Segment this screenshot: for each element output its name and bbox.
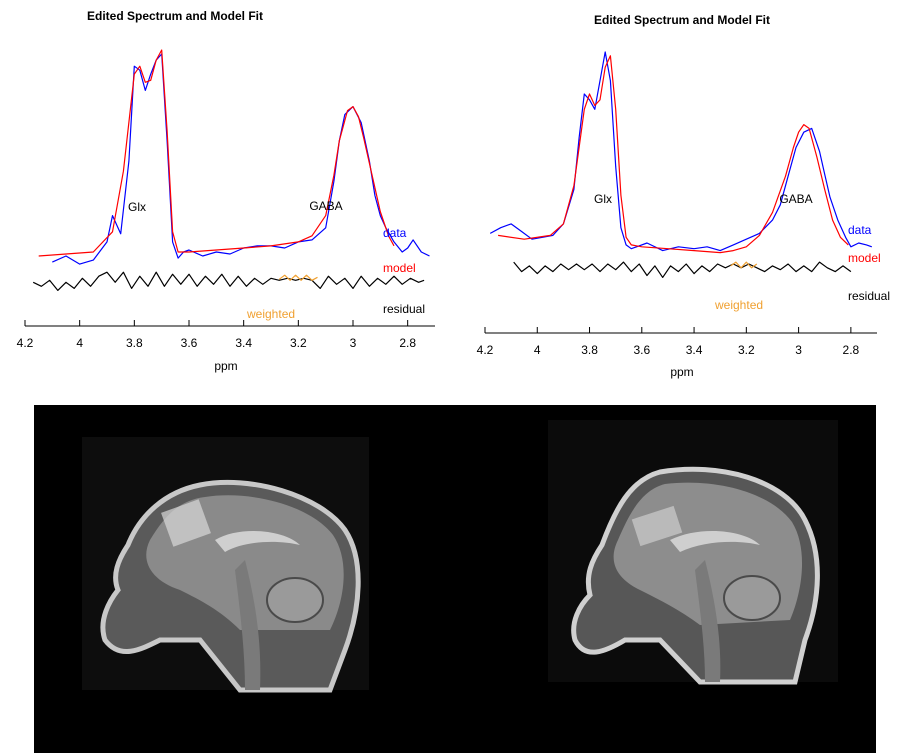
chart-title: Edited Spectrum and Model Fit bbox=[87, 9, 263, 23]
x-tick-label: 3.4 bbox=[686, 343, 703, 357]
x-tick-label: 3.2 bbox=[290, 336, 307, 350]
x-tick-label: 3.8 bbox=[126, 336, 143, 350]
series-line-weighted bbox=[730, 261, 758, 269]
legend-label-data: data bbox=[848, 223, 872, 237]
glx-annotation: Glx bbox=[594, 192, 612, 206]
x-tick-label: 4 bbox=[76, 336, 83, 350]
legend-label-residual: residual bbox=[383, 302, 425, 316]
mri-image-right bbox=[548, 420, 838, 685]
voxel-right bbox=[631, 505, 683, 547]
mri-panel bbox=[34, 405, 876, 753]
x-tick-label: 2.8 bbox=[399, 336, 416, 350]
x-tick-label: 3.6 bbox=[633, 343, 650, 357]
series-layer bbox=[32, 49, 430, 291]
voxel-left bbox=[161, 499, 211, 547]
legend-label-model: model bbox=[383, 261, 416, 275]
series-line-model bbox=[38, 49, 395, 257]
series-line-weighted bbox=[278, 274, 318, 281]
spectrum-chart-left: Edited Spectrum and Model Fit 4.2 4 3.8 3.6… bbox=[17, 9, 435, 373]
series-line-residual bbox=[513, 261, 852, 278]
x-ticks: 4.2 4 3.8 3.6 3.4 3.2 3 2.8 bbox=[17, 320, 416, 350]
series-line-data bbox=[52, 53, 430, 265]
x-axis-label: ppm bbox=[214, 359, 237, 373]
x-tick-label: 2.8 bbox=[843, 343, 860, 357]
legend-label-weighted: weighted bbox=[714, 298, 763, 312]
x-tick-label: 3 bbox=[350, 336, 357, 350]
series-layer bbox=[489, 51, 873, 278]
legend-label-model: model bbox=[848, 251, 881, 265]
legend-label-data: data bbox=[383, 226, 407, 240]
x-tick-label: 4.2 bbox=[477, 343, 494, 357]
x-tick-label: 3.2 bbox=[738, 343, 755, 357]
series-line-residual bbox=[32, 271, 425, 291]
x-tick-label: 3 bbox=[795, 343, 802, 357]
mri-image-left bbox=[82, 437, 369, 693]
x-tick-label: 4 bbox=[534, 343, 541, 357]
spectrum-chart-right: Edited Spectrum and Model Fit 4.2 4 3.8 3.6… bbox=[477, 13, 890, 379]
chart-title: Edited Spectrum and Model Fit bbox=[594, 13, 770, 27]
legend-label-residual: residual bbox=[848, 289, 890, 303]
x-tick-label: 3.4 bbox=[235, 336, 252, 350]
gaba-annotation: GABA bbox=[779, 192, 812, 206]
gaba-annotation: GABA bbox=[309, 199, 342, 213]
x-tick-label: 4.2 bbox=[17, 336, 34, 350]
series-line-model bbox=[498, 55, 849, 254]
x-tick-label: 3.6 bbox=[181, 336, 198, 350]
x-ticks: 4.2 4 3.8 3.6 3.4 3.2 3 2.8 bbox=[477, 327, 860, 357]
x-axis-label: ppm bbox=[670, 365, 693, 379]
legend-label-weighted: weighted bbox=[246, 307, 295, 321]
glx-annotation: Glx bbox=[128, 200, 146, 214]
x-tick-label: 3.8 bbox=[581, 343, 598, 357]
series-line-data bbox=[489, 51, 873, 252]
